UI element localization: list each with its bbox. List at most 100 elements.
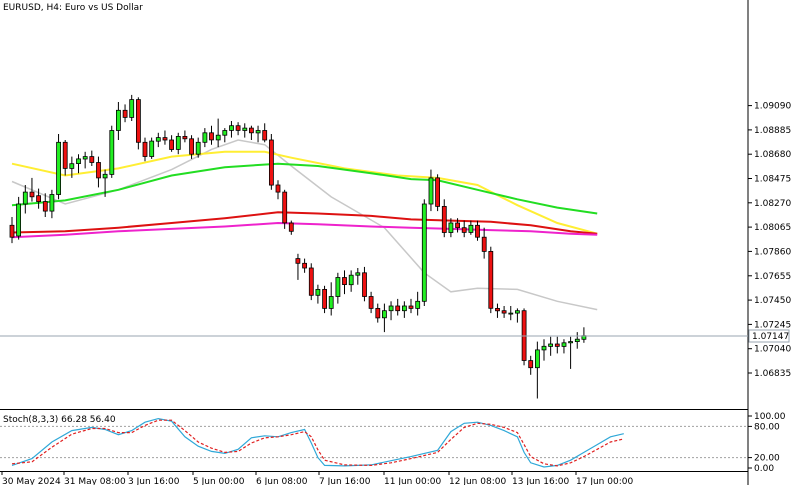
candle bbox=[408, 298, 414, 314]
candle bbox=[342, 270, 347, 295]
candle bbox=[475, 220, 480, 241]
moving-average-4 bbox=[11, 221, 598, 239]
candle-body-down bbox=[554, 343, 560, 347]
candle-body-down bbox=[135, 99, 141, 143]
candle-body-down bbox=[189, 138, 195, 155]
candle bbox=[209, 125, 214, 145]
candle bbox=[82, 151, 88, 169]
candle-body-up bbox=[448, 222, 454, 233]
candle bbox=[268, 134, 274, 190]
candle bbox=[295, 253, 301, 280]
time-tick-label: 3 Jun 16:00 bbox=[128, 477, 180, 485]
candle bbox=[29, 177, 35, 202]
time-tick-label: 30 May 2024 bbox=[2, 477, 61, 485]
candle-body-down bbox=[42, 201, 48, 212]
candle-body-down bbox=[235, 125, 241, 131]
candle-body-up bbox=[149, 140, 155, 157]
candle-body-up bbox=[355, 272, 361, 276]
candle bbox=[255, 125, 261, 143]
candle-body-up bbox=[82, 156, 88, 160]
candle-body-up bbox=[568, 341, 573, 344]
candle bbox=[248, 125, 254, 140]
candle bbox=[375, 303, 381, 323]
candle-body-up bbox=[328, 296, 334, 309]
price-tick-label: 1.08475 bbox=[754, 175, 791, 185]
candle bbox=[122, 104, 128, 123]
candle-body-up bbox=[335, 277, 341, 297]
candle bbox=[528, 355, 534, 375]
candle bbox=[235, 122, 241, 136]
candle-body-up bbox=[16, 203, 22, 237]
candle-body-up bbox=[388, 305, 394, 312]
candle bbox=[441, 199, 447, 238]
candle bbox=[162, 130, 168, 145]
candle-body-up bbox=[255, 130, 261, 134]
candle bbox=[16, 196, 22, 240]
candle-body-down bbox=[528, 360, 534, 369]
candle bbox=[102, 169, 108, 197]
candle-body-down bbox=[375, 307, 381, 319]
candle bbox=[302, 258, 308, 273]
stochastic-tick-label: 100.00 bbox=[754, 412, 786, 422]
candle bbox=[515, 308, 520, 323]
candle-body-up bbox=[421, 203, 427, 302]
candle-body-up bbox=[535, 349, 540, 369]
candle bbox=[49, 189, 55, 219]
candle-body-down bbox=[169, 139, 175, 150]
candle-body-down bbox=[268, 139, 274, 186]
candle-body-up bbox=[102, 173, 108, 179]
candle bbox=[548, 336, 553, 356]
candle-body-up bbox=[415, 300, 421, 309]
stochastic-tick-label: 0.00 bbox=[754, 464, 774, 474]
candle-body-up bbox=[468, 224, 474, 233]
price-tick-label: 1.08065 bbox=[754, 223, 791, 233]
candle bbox=[175, 132, 181, 155]
candle-body-up bbox=[222, 130, 228, 136]
candle-body-up bbox=[195, 141, 201, 155]
candle bbox=[288, 220, 294, 235]
time-tick-label: 31 May 08:00 bbox=[64, 477, 126, 485]
candle-body-up bbox=[548, 343, 553, 347]
candle bbox=[328, 282, 334, 316]
candle-body-down bbox=[488, 250, 494, 309]
candle-body-down bbox=[342, 277, 347, 285]
candle bbox=[368, 291, 374, 314]
candle-body-down bbox=[209, 132, 214, 141]
candle bbox=[395, 298, 401, 316]
candle bbox=[62, 140, 68, 176]
candle bbox=[169, 135, 175, 152]
candle-body-down bbox=[395, 305, 401, 312]
candle bbox=[9, 217, 15, 244]
time-tick-label: 12 Jun 08:00 bbox=[449, 477, 506, 485]
price-line-layer: 1.07147 bbox=[0, 329, 790, 343]
moving-average-2 bbox=[11, 162, 598, 215]
candle-body-down bbox=[302, 262, 308, 269]
candle bbox=[42, 193, 48, 217]
candle bbox=[508, 306, 514, 321]
current-price-label: 1.07147 bbox=[752, 332, 789, 342]
moving-average-3 bbox=[11, 211, 598, 235]
candle-body-down bbox=[461, 227, 467, 233]
candle bbox=[561, 339, 567, 354]
candle bbox=[481, 227, 487, 259]
candle bbox=[116, 102, 121, 140]
candle-body-up bbox=[56, 141, 61, 195]
candle-body-down bbox=[495, 307, 500, 312]
candle-body-up bbox=[315, 288, 321, 296]
candle bbox=[574, 332, 580, 349]
candle-body-up bbox=[541, 345, 547, 351]
candle-body-up bbox=[574, 338, 580, 343]
price-tick-label: 1.07860 bbox=[754, 247, 791, 257]
candle-body-down bbox=[501, 310, 507, 314]
candle bbox=[56, 134, 61, 200]
candle bbox=[189, 135, 195, 159]
candle bbox=[501, 306, 507, 318]
candle-body-up bbox=[155, 137, 161, 142]
candle-body-down bbox=[475, 224, 480, 238]
candle-body-down bbox=[262, 130, 268, 141]
candle-body-down bbox=[368, 296, 374, 309]
